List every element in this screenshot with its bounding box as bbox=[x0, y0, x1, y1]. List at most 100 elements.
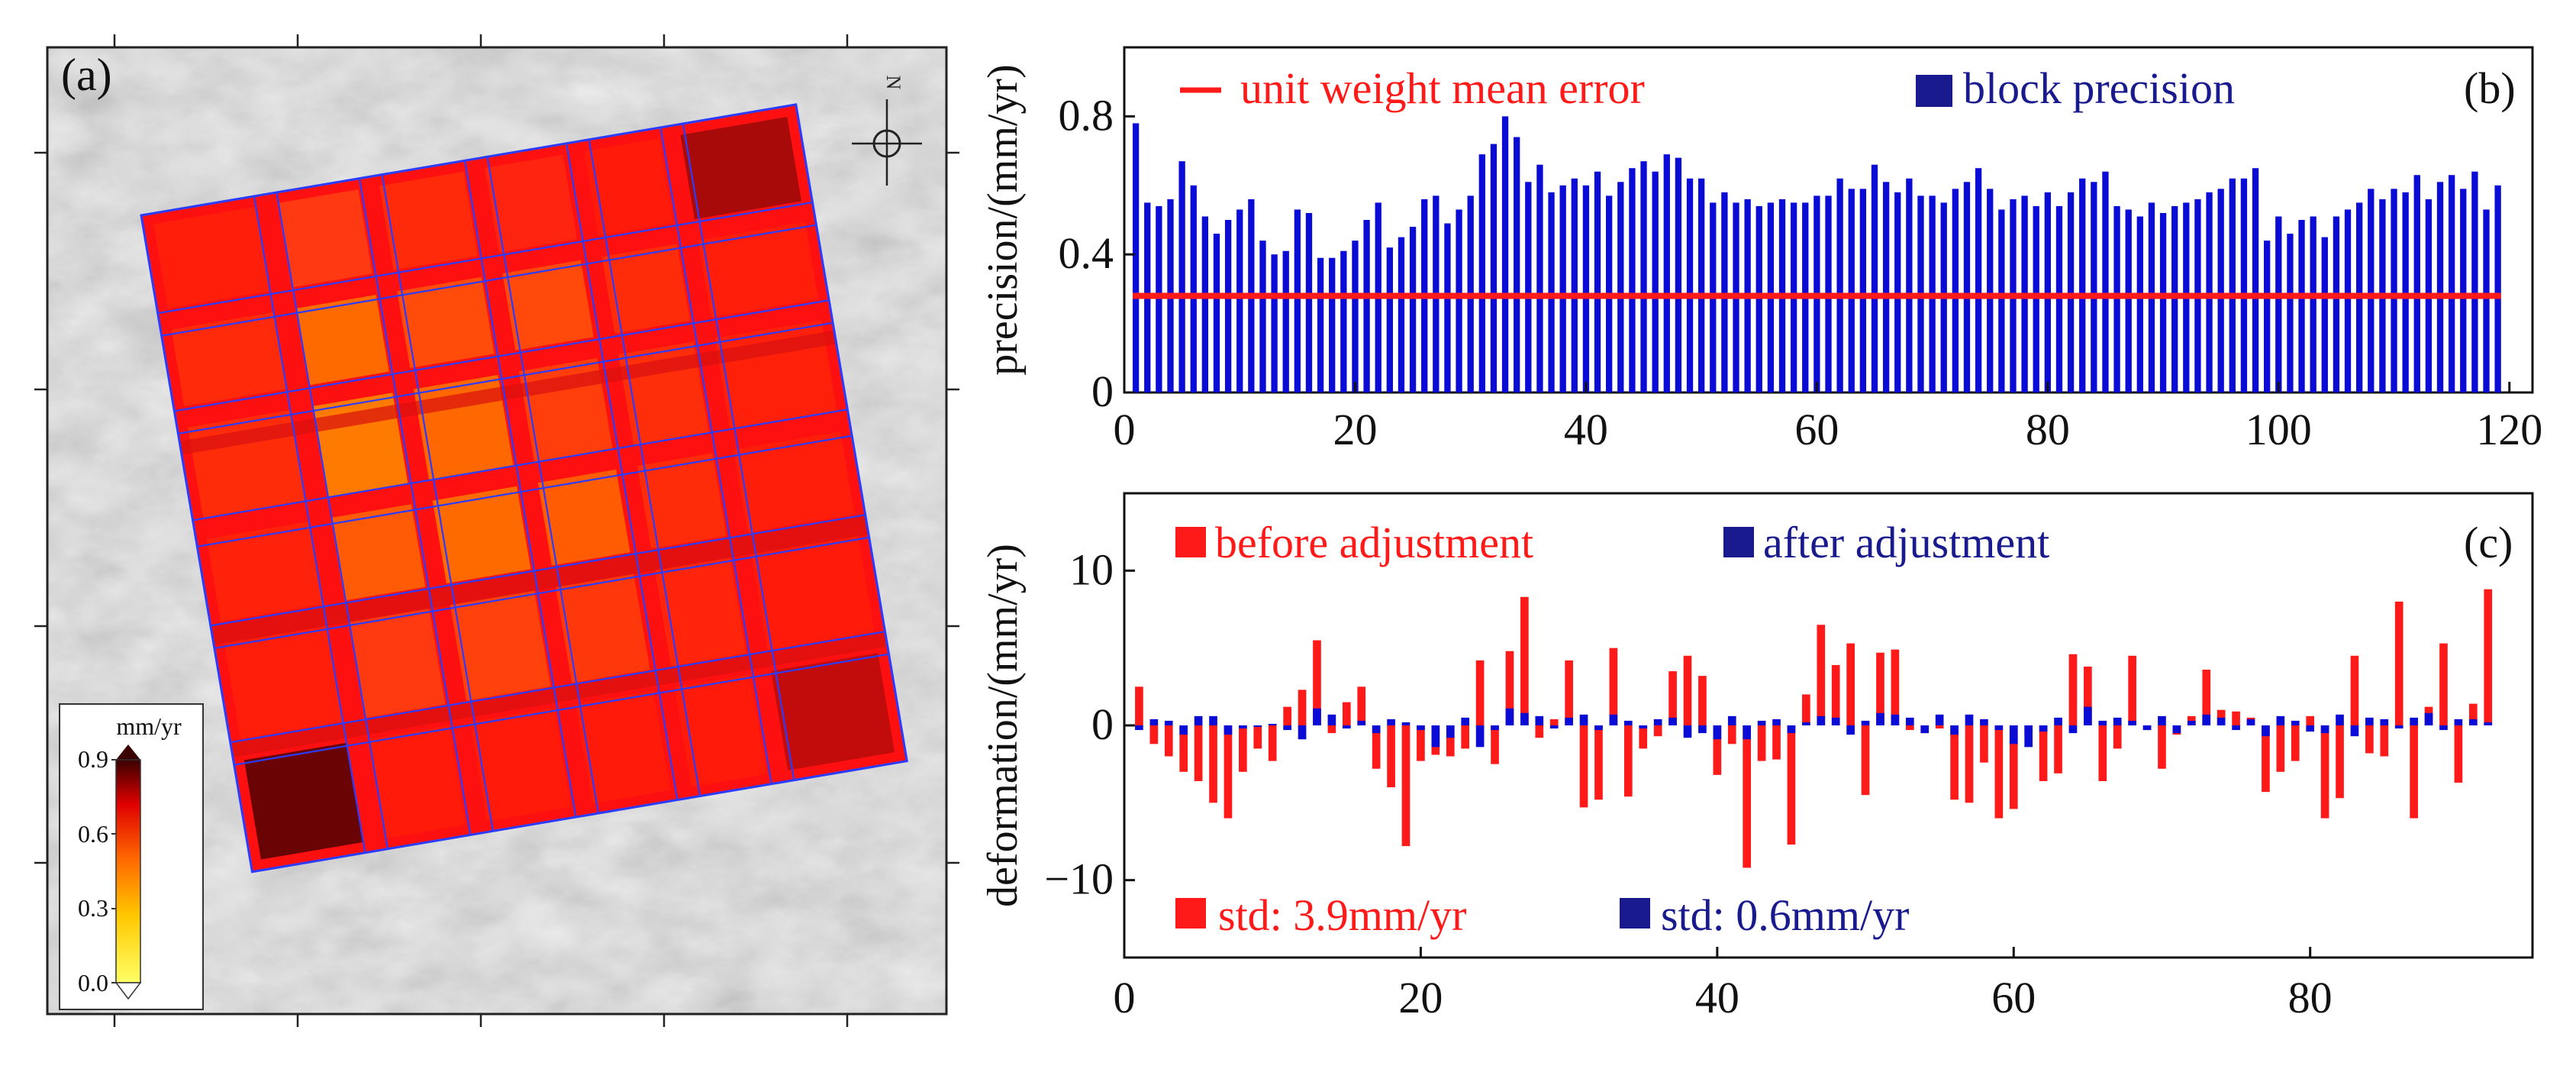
block-boundary bbox=[161, 224, 817, 337]
block-boundary bbox=[197, 434, 853, 547]
panel-b-axes: 0 20 40 60 80 100 120 0 0.4 0.8 bbox=[1059, 90, 2543, 454]
after-adjustment-bar bbox=[1194, 715, 1203, 725]
precision-bar bbox=[1548, 192, 1555, 392]
block-tile bbox=[584, 138, 674, 236]
precision-bar bbox=[2067, 192, 2075, 392]
block-tile bbox=[330, 504, 426, 601]
precision-bar bbox=[1571, 178, 1578, 392]
precision-bar bbox=[2402, 192, 2409, 392]
precision-bar bbox=[1594, 171, 1601, 392]
after-adjustment-bar bbox=[2084, 706, 2092, 725]
precision-bar bbox=[1963, 182, 1971, 392]
block-tile bbox=[537, 469, 630, 566]
before-adjustment-bar bbox=[1401, 725, 1411, 847]
precision-bar bbox=[1363, 220, 1370, 392]
after-adjustment-bar bbox=[2276, 715, 2285, 725]
precision-bar bbox=[1987, 189, 1994, 392]
before-adjustment-bar bbox=[1387, 725, 1395, 788]
after-adjustment-bar bbox=[1920, 725, 1930, 734]
after-adjustment-bar bbox=[2484, 722, 2493, 725]
block-boundary bbox=[192, 409, 848, 522]
block-tile bbox=[368, 725, 466, 839]
before-adjustment-bar bbox=[1727, 725, 1736, 744]
after-adjustment-bar bbox=[2158, 715, 2166, 725]
std-after-text: std: 0.6mm/yr bbox=[1661, 890, 1909, 940]
block-boundary bbox=[157, 202, 813, 315]
precision-bar bbox=[1456, 209, 1462, 392]
precision-bar bbox=[1514, 137, 1520, 392]
precision-bar bbox=[1721, 192, 1728, 392]
before-adjustment-bar bbox=[1475, 660, 1485, 725]
after-adjustment-bar bbox=[1698, 725, 1707, 734]
after-adjustment-bar bbox=[1239, 725, 1247, 729]
panel-c-bars bbox=[1135, 589, 2493, 868]
legend-block-precision: block precision bbox=[1963, 63, 2235, 113]
precision-bar bbox=[1582, 185, 1590, 393]
precision-bar bbox=[2471, 171, 2478, 392]
after-adjustment-bar bbox=[1461, 717, 1470, 725]
after-adjustment-bar bbox=[1209, 715, 1217, 725]
block-boundary bbox=[234, 653, 889, 766]
block-tile bbox=[469, 707, 572, 822]
precision-bar bbox=[1652, 171, 1659, 392]
precision-bar bbox=[2055, 205, 2063, 392]
before-adjustment-bar bbox=[1327, 725, 1336, 734]
before-adjustment-bar bbox=[2291, 725, 2300, 761]
after-adjustment-bar bbox=[1283, 725, 1291, 731]
before-adjustment-bar bbox=[1520, 596, 1529, 725]
precision-bar bbox=[1906, 178, 1913, 392]
after-adjustment-bar bbox=[2262, 725, 2270, 737]
after-adjustment-bar bbox=[2024, 725, 2033, 748]
legend-before-swatch bbox=[1175, 527, 1206, 557]
after-adjustment-bar bbox=[1401, 722, 1411, 725]
precision-bar bbox=[1559, 185, 1566, 393]
precision-bar bbox=[1259, 241, 1266, 392]
before-adjustment-bar bbox=[1743, 725, 1752, 868]
block-tile bbox=[484, 154, 578, 253]
precision-bar bbox=[1317, 257, 1324, 392]
precision-bar bbox=[2264, 241, 2271, 392]
before-adjustment-bar bbox=[1224, 725, 1233, 819]
precision-bar bbox=[1294, 209, 1301, 392]
before-adjustment-bar bbox=[1313, 640, 1321, 725]
before-adjustment-bar bbox=[2068, 654, 2078, 725]
before-adjustment-bar bbox=[2394, 601, 2404, 725]
after-adjustment-bar bbox=[1372, 725, 1381, 734]
precision-bar bbox=[1525, 182, 1532, 392]
precision-bar bbox=[1398, 237, 1405, 392]
panel-a-label: (a) bbox=[61, 50, 112, 100]
block-boundary bbox=[659, 127, 772, 784]
block-boundary bbox=[253, 195, 366, 853]
before-adjustment-bar bbox=[2306, 715, 2315, 725]
after-adjustment-bar bbox=[1623, 720, 1633, 725]
before-adjustment-bar bbox=[1194, 725, 1203, 781]
after-adjustment-bar bbox=[2068, 725, 2078, 734]
panel-c-chart: 0 20 40 60 80 −10 0 10 before adjustment after … bbox=[979, 492, 2534, 1022]
before-adjustment-bar bbox=[2365, 725, 2374, 754]
precision-bar bbox=[1952, 189, 1959, 392]
after-adjustment-bar bbox=[2365, 717, 2374, 725]
after-adjustment-bar bbox=[1357, 720, 1366, 725]
before-adjustment-bar bbox=[1668, 671, 1677, 725]
after-adjustment-bar bbox=[1950, 725, 1959, 735]
after-adjustment-bar bbox=[2439, 725, 2448, 731]
before-adjustment-bar bbox=[2232, 711, 2240, 725]
before-adjustment-bar bbox=[1461, 725, 1470, 749]
block-tile bbox=[601, 244, 691, 334]
before-adjustment-bar bbox=[2158, 725, 2166, 769]
before-adjustment-bar bbox=[2262, 725, 2270, 793]
before-adjustment-bar bbox=[2113, 725, 2122, 749]
before-adjustment-bar bbox=[2084, 666, 2092, 725]
before-adjustment-bar bbox=[1846, 643, 1855, 725]
block-tile bbox=[206, 521, 324, 622]
before-adjustment-bar bbox=[2009, 725, 2018, 809]
before-adjustment-bar bbox=[1802, 694, 1810, 725]
before-adjustment-bar bbox=[1609, 648, 1618, 725]
before-adjustment-bar bbox=[1698, 676, 1707, 725]
after-adjustment-bar bbox=[1253, 725, 1262, 728]
before-adjustment-bar bbox=[1579, 725, 1588, 808]
y-tick-label: 0.4 bbox=[1059, 228, 1114, 278]
precision-bar bbox=[1848, 189, 1855, 392]
x-tick-label: 40 bbox=[1564, 405, 1608, 454]
after-adjustment-bar bbox=[2468, 719, 2478, 725]
